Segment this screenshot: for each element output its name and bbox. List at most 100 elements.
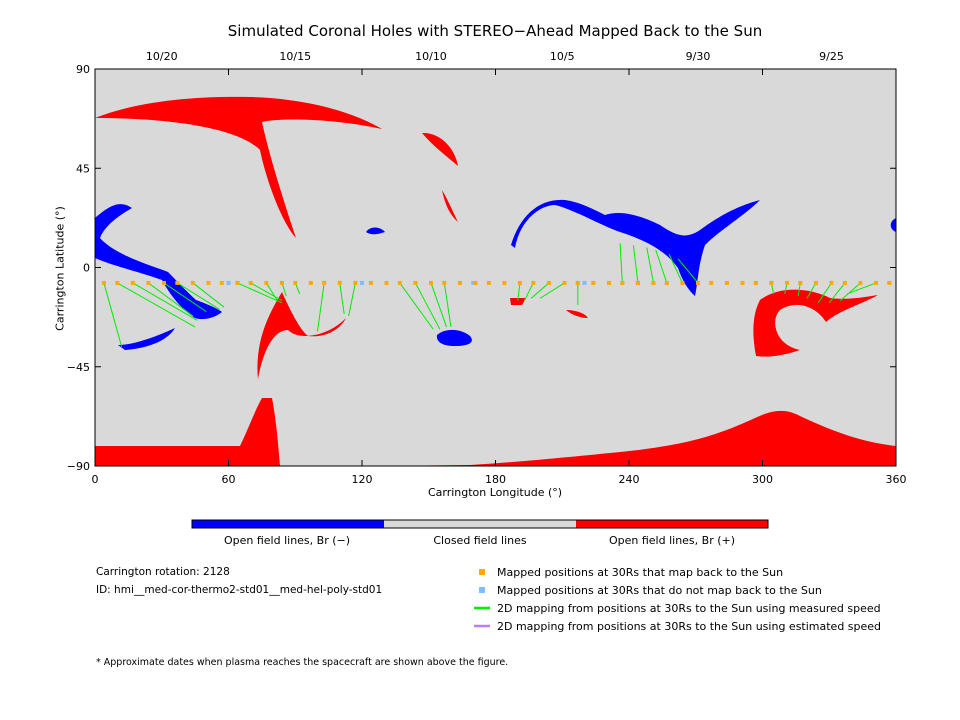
mapping-line	[430, 282, 448, 328]
point-map-back	[724, 280, 729, 285]
point-map-back	[664, 280, 669, 285]
colorbar-frame	[191, 519, 769, 529]
legend-map-back: Mapped positions at 30Rs that map back t…	[497, 566, 784, 579]
point-map-back	[606, 280, 611, 285]
mapping-line	[797, 282, 801, 297]
mapping-line	[265, 282, 278, 301]
point-map-back	[635, 280, 640, 285]
north-polar-red-region	[95, 96, 382, 238]
date-tick-label: 9/25	[819, 50, 844, 63]
x-tick-label: 360	[886, 473, 907, 486]
point-not-map-back	[226, 280, 231, 285]
blue-region-200-30	[511, 199, 760, 296]
colorbar-positive	[576, 520, 768, 528]
point-map-back	[161, 280, 166, 285]
point-map-back	[887, 280, 892, 285]
x-tick-label: 180	[485, 473, 506, 486]
mapping-line	[103, 282, 123, 348]
legend-not-map-back: Mapped positions at 30Rs that do not map…	[497, 584, 822, 597]
mapping-line	[148, 282, 194, 317]
point-map-back	[486, 280, 491, 285]
point-map-back	[101, 280, 106, 285]
red-region-80-30	[257, 292, 346, 380]
colorbar-closed	[384, 520, 576, 528]
blue-region-160-30	[436, 329, 472, 346]
point-map-back	[842, 280, 847, 285]
plot-area	[95, 69, 896, 466]
mapping-line	[668, 254, 683, 284]
negative-open-regions	[95, 199, 896, 350]
y-tick-label: 0	[83, 262, 90, 275]
mapping-line	[339, 282, 345, 314]
point-map-back	[235, 280, 240, 285]
point-map-back	[680, 280, 685, 285]
mapping-line	[677, 258, 699, 284]
date-tick-label: 9/30	[686, 50, 711, 63]
mapping-line	[517, 282, 521, 301]
legend-swatch-square	[479, 587, 485, 593]
point-map-back	[784, 280, 789, 285]
mapping-line	[539, 282, 565, 299]
point-map-back	[130, 280, 135, 285]
point-map-back	[146, 280, 151, 285]
mapping-line	[523, 282, 534, 301]
point-map-back	[873, 280, 878, 285]
date-tick-label: 10/10	[415, 50, 447, 63]
point-map-back	[279, 280, 284, 285]
point-map-back	[798, 280, 803, 285]
colorbar-label-negative: Open field lines, Br (−)	[223, 534, 351, 547]
mapping-line	[163, 282, 207, 313]
point-map-back	[442, 280, 447, 285]
mapping-line	[846, 282, 877, 295]
mapping-line	[414, 282, 441, 330]
blue-region-west-north	[95, 204, 222, 320]
x-tick-label: 120	[352, 473, 373, 486]
legend-swatches	[474, 569, 490, 628]
mapping-line	[646, 247, 654, 284]
mapping-line	[530, 282, 550, 299]
mapping-line	[806, 282, 817, 299]
axes: 0 60 120 180 240 300 360 90 45 0 −45 −90 10/20 10/15 1…	[67, 50, 907, 486]
point-map-back	[175, 280, 180, 285]
point-map-back	[591, 280, 596, 285]
blue-region-120-15	[366, 227, 385, 235]
mapping-line	[132, 282, 198, 321]
positive-open-regions	[95, 96, 896, 466]
colorbar	[191, 519, 769, 529]
legend-measured-speed: 2D mapping from positions at 30Rs to the…	[497, 602, 881, 615]
point-map-back	[322, 280, 327, 285]
x-axis-label: Carrington Longitude (°)	[427, 486, 563, 499]
point-map-back	[740, 280, 745, 285]
south-polar-red-region	[95, 398, 280, 466]
mapping-line	[619, 243, 623, 283]
mapped-points	[101, 280, 892, 285]
blue-region-west-south	[118, 328, 175, 350]
point-map-back	[308, 280, 313, 285]
date-tick-label: 10/5	[550, 50, 575, 63]
carrington-rotation: Carrington rotation: 2128	[96, 566, 230, 578]
mapping-line	[192, 282, 225, 308]
mapping-line	[237, 282, 283, 304]
point-map-back	[546, 280, 551, 285]
point-map-back	[651, 280, 656, 285]
point-map-back	[248, 280, 253, 285]
point-map-back	[473, 280, 478, 285]
point-map-back	[115, 280, 120, 285]
point-map-back	[264, 280, 269, 285]
x-tick-label: 240	[619, 473, 640, 486]
mapping-line	[317, 282, 325, 332]
point-map-back	[753, 280, 758, 285]
point-map-back	[829, 280, 834, 285]
legend-estimated-speed: 2D mapping from positions at 30Rs to the…	[497, 620, 882, 633]
point-map-back	[457, 280, 462, 285]
mapping-line	[399, 282, 434, 330]
point-map-back	[428, 280, 433, 285]
point-map-back	[813, 280, 818, 285]
date-tick-label: 10/20	[146, 50, 178, 63]
x-tick-label: 300	[752, 473, 773, 486]
mapping-line	[348, 282, 356, 317]
y-tick-label: 45	[76, 162, 90, 175]
mapping-line	[250, 282, 283, 302]
legend-swatch-square	[479, 569, 485, 575]
